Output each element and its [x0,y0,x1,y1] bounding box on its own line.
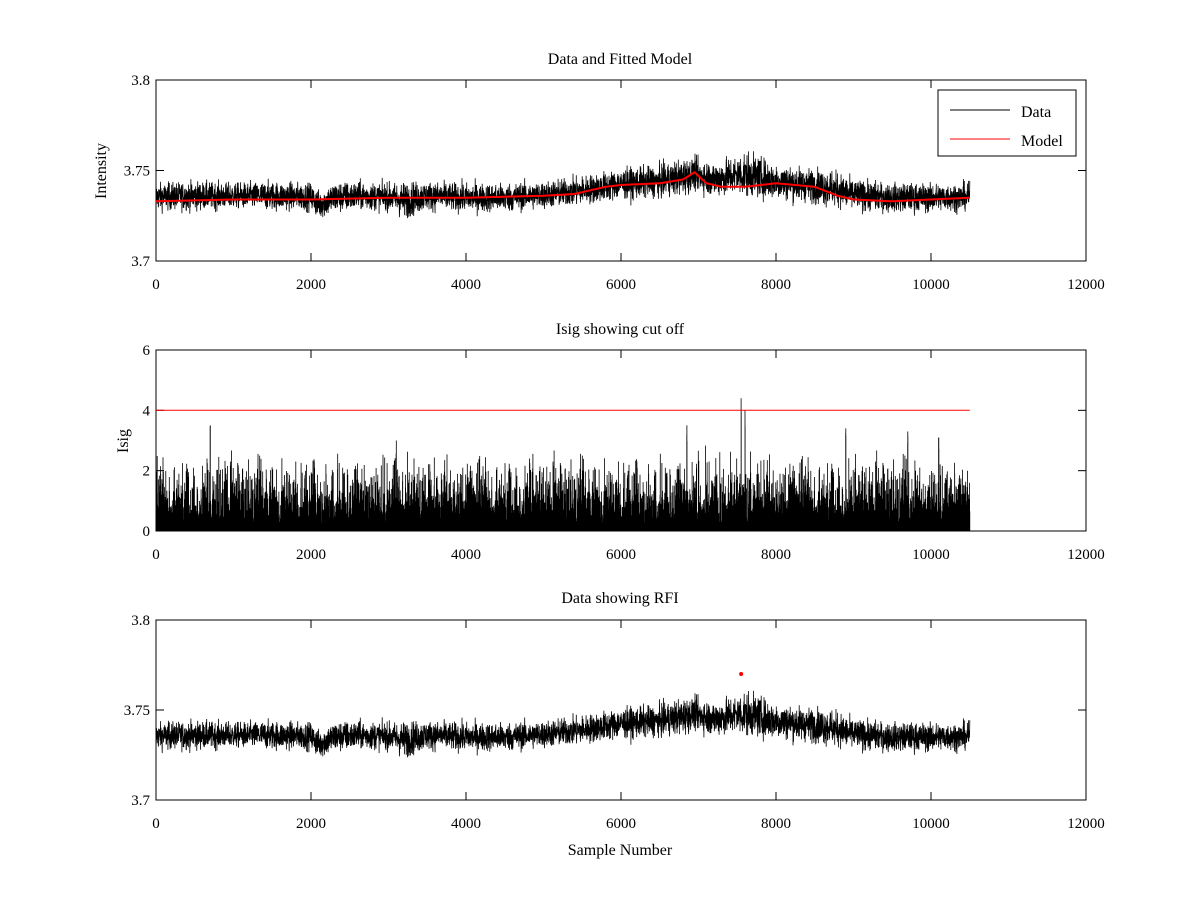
x-tick-label: 12000 [1067,277,1105,293]
x-tick-label: 10000 [912,277,950,293]
legend-label-model: Model [1021,133,1063,150]
x-tick-label: 10000 [912,547,950,563]
y-tick-label: 3.8 [131,73,150,89]
chart-title: Isig showing cut off [556,321,685,338]
chart-title: Data and Fitted Model [548,51,693,68]
series-spikes-isig [156,398,971,531]
series-layer [156,398,971,531]
x-tick-label: 4000 [451,547,481,563]
rfi-marker [739,672,744,676]
panel-data-and-fitted-model: Data and Fitted Model Intensity 0 2000 400… [93,51,1105,293]
x-tick-label: 10000 [912,816,950,832]
y-tick-label: 3.75 [124,164,150,180]
x-tick-label: 0 [152,277,160,293]
x-tick-label: 4000 [451,277,481,293]
chart-title: Data showing RFI [561,590,678,607]
y-tick-label: 3.8 [131,613,150,629]
y-tick-label: 4 [143,403,151,419]
plot-area: 0 2000 4000 6000 8000 10000 12000 0 2 4 6 [143,343,1105,563]
y-tick-label: 0 [143,524,151,540]
legend-label-data: Data [1021,104,1051,121]
series-line-data [156,690,971,758]
x-tick-label: 2000 [296,277,326,293]
plot-area: 0 2000 4000 6000 8000 10000 12000 3.7 3.75 3.8 [124,73,1105,293]
x-tick-label: 6000 [606,816,636,832]
panel-isig-showing-cut-off: Isig showing cut off Isig 0 2000 4000 6000 8… [115,321,1105,563]
plot-area: 0 2000 4000 6000 8000 10000 12000 3.7 3.75 3.8 [124,613,1105,832]
x-tick-label: 6000 [606,277,636,293]
x-tick-label: 12000 [1067,547,1105,563]
x-tick-label: 0 [152,816,160,832]
series-line-model [156,171,970,203]
x-tick-label: 4000 [451,816,481,832]
series-line-data [156,151,971,219]
x-tick-label: 8000 [761,547,791,563]
y-axis-label: Isig [115,429,132,453]
x-tick-label: 12000 [1067,816,1105,832]
legend: Data Model [937,89,1077,157]
x-tick-label: 0 [152,547,160,563]
series-layer [156,151,971,219]
y-tick-label: 3.75 [124,703,150,719]
y-tick-label: 3.7 [131,254,150,270]
x-tick-label: 8000 [761,816,791,832]
y-tick-label: 3.7 [131,793,150,809]
y-axis-label: Intensity [93,143,110,199]
panel-data-showing-rfi: Data showing RFI Sample Number 0 2000 4000… [124,590,1105,859]
x-tick-label: 2000 [296,547,326,563]
y-tick-label: 6 [143,343,151,359]
x-axis-label: Sample Number [568,842,673,859]
y-tick-label: 2 [143,464,151,480]
legend-box [937,89,1077,157]
x-tick-label: 2000 [296,816,326,832]
series-layer [156,672,971,758]
x-tick-label: 8000 [761,277,791,293]
x-tick-label: 6000 [606,547,636,563]
